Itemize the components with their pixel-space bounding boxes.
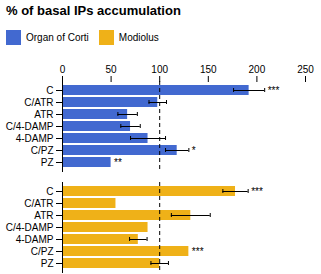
svg-text:PZ: PZ — [41, 258, 54, 269]
svg-text:4-DAMP: 4-DAMP — [16, 133, 54, 144]
svg-text:4-DAMP: 4-DAMP — [16, 234, 54, 245]
svg-text:***: *** — [268, 85, 280, 96]
svg-text:C: C — [46, 85, 53, 96]
svg-text:50: 50 — [106, 64, 118, 75]
svg-text:C/ATR: C/ATR — [24, 198, 53, 209]
svg-text:*: * — [192, 145, 196, 156]
html-text:% of basal IPs accumulation: % of basal IPs accumulation — [6, 3, 181, 18]
svg-text:C/4-DAMP: C/4-DAMP — [6, 121, 54, 132]
svg-text:C: C — [46, 186, 53, 197]
svg-text:***: *** — [251, 186, 263, 197]
svg-text:***: *** — [192, 246, 204, 257]
svg-text:100: 100 — [151, 64, 168, 75]
svg-text:250: 250 — [297, 64, 314, 75]
html-text:Organ of Corti: Organ of Corti — [26, 32, 89, 43]
svg-text:C/4-DAMP: C/4-DAMP — [6, 222, 54, 233]
svg-text:PZ: PZ — [41, 157, 54, 168]
svg-text:C/ATR: C/ATR — [24, 97, 53, 108]
svg-text:150: 150 — [200, 64, 217, 75]
svg-text:200: 200 — [249, 64, 266, 75]
svg-text:C/PZ: C/PZ — [31, 145, 54, 156]
svg-text:0: 0 — [60, 64, 66, 75]
svg-text:ATR: ATR — [34, 109, 53, 120]
svg-text:ATR: ATR — [34, 210, 53, 221]
html-text:Modiolus: Modiolus — [118, 32, 159, 43]
svg-text:**: ** — [114, 157, 122, 168]
svg-text:C/PZ: C/PZ — [31, 246, 54, 257]
